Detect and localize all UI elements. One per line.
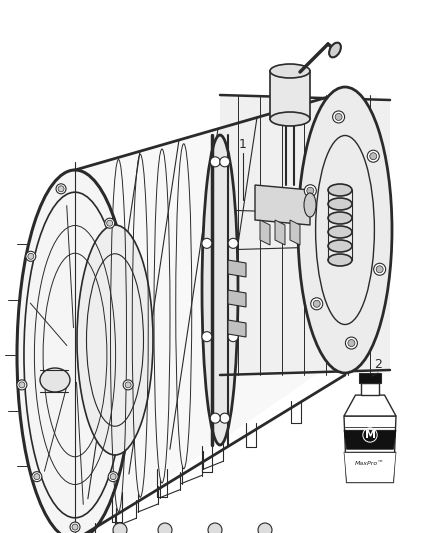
Ellipse shape bbox=[110, 474, 116, 480]
Ellipse shape bbox=[72, 524, 78, 530]
Polygon shape bbox=[228, 320, 246, 337]
Ellipse shape bbox=[307, 187, 314, 194]
Ellipse shape bbox=[202, 332, 212, 342]
Ellipse shape bbox=[220, 157, 230, 167]
Ellipse shape bbox=[210, 413, 220, 423]
Ellipse shape bbox=[374, 263, 386, 275]
Ellipse shape bbox=[56, 184, 66, 194]
Ellipse shape bbox=[304, 185, 316, 197]
Ellipse shape bbox=[17, 380, 27, 390]
Ellipse shape bbox=[113, 523, 127, 533]
Text: 1: 1 bbox=[239, 139, 247, 151]
Ellipse shape bbox=[228, 332, 238, 342]
Polygon shape bbox=[344, 430, 396, 449]
Polygon shape bbox=[359, 373, 381, 383]
Polygon shape bbox=[220, 95, 390, 375]
Ellipse shape bbox=[108, 472, 118, 482]
Ellipse shape bbox=[123, 380, 133, 390]
Ellipse shape bbox=[328, 226, 352, 238]
Ellipse shape bbox=[70, 522, 80, 532]
Ellipse shape bbox=[328, 254, 352, 266]
Ellipse shape bbox=[270, 112, 310, 126]
Ellipse shape bbox=[34, 474, 40, 480]
Text: 2: 2 bbox=[374, 359, 382, 372]
Ellipse shape bbox=[220, 413, 230, 423]
Ellipse shape bbox=[346, 337, 357, 349]
Ellipse shape bbox=[270, 64, 310, 78]
Ellipse shape bbox=[298, 87, 392, 373]
Ellipse shape bbox=[158, 523, 172, 533]
Polygon shape bbox=[290, 220, 300, 245]
Polygon shape bbox=[75, 95, 377, 533]
Ellipse shape bbox=[32, 472, 42, 482]
Ellipse shape bbox=[335, 114, 342, 120]
Ellipse shape bbox=[105, 218, 115, 228]
Ellipse shape bbox=[304, 193, 316, 217]
Ellipse shape bbox=[311, 298, 323, 310]
Ellipse shape bbox=[77, 225, 153, 455]
Ellipse shape bbox=[313, 300, 320, 308]
Polygon shape bbox=[255, 185, 310, 225]
Ellipse shape bbox=[367, 150, 379, 162]
Ellipse shape bbox=[202, 238, 212, 248]
Ellipse shape bbox=[19, 382, 25, 388]
Ellipse shape bbox=[370, 153, 377, 160]
Text: MaxPro™: MaxPro™ bbox=[355, 461, 385, 466]
Ellipse shape bbox=[17, 170, 133, 533]
Ellipse shape bbox=[210, 157, 220, 167]
Polygon shape bbox=[360, 383, 379, 395]
Polygon shape bbox=[344, 395, 396, 416]
Ellipse shape bbox=[258, 523, 272, 533]
Polygon shape bbox=[275, 220, 285, 245]
Polygon shape bbox=[228, 290, 246, 307]
Ellipse shape bbox=[58, 186, 64, 192]
Polygon shape bbox=[344, 416, 396, 482]
Ellipse shape bbox=[40, 368, 70, 392]
Ellipse shape bbox=[228, 238, 238, 248]
Polygon shape bbox=[228, 260, 246, 277]
Ellipse shape bbox=[328, 198, 352, 210]
Ellipse shape bbox=[348, 340, 355, 346]
Ellipse shape bbox=[125, 382, 131, 388]
Ellipse shape bbox=[329, 43, 341, 58]
Ellipse shape bbox=[208, 523, 222, 533]
Text: M: M bbox=[364, 430, 375, 440]
Ellipse shape bbox=[332, 111, 345, 123]
Ellipse shape bbox=[376, 266, 383, 273]
Polygon shape bbox=[270, 71, 310, 119]
Ellipse shape bbox=[26, 252, 36, 261]
Ellipse shape bbox=[107, 220, 113, 226]
Ellipse shape bbox=[328, 212, 352, 224]
Ellipse shape bbox=[328, 240, 352, 252]
Ellipse shape bbox=[328, 184, 352, 196]
Polygon shape bbox=[344, 452, 396, 482]
Polygon shape bbox=[260, 220, 270, 245]
Ellipse shape bbox=[202, 135, 238, 445]
Ellipse shape bbox=[28, 253, 34, 260]
